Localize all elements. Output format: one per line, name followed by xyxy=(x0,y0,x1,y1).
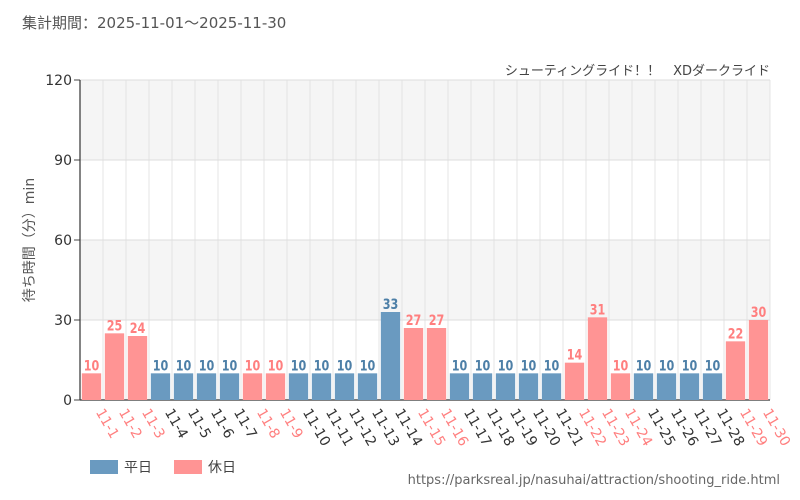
bar-11-16 xyxy=(426,328,447,400)
period-label: 集計期間：2025-11-01～2025-11-30 xyxy=(22,14,287,32)
bar-11-22 xyxy=(564,362,585,400)
x-tick-label-11-7: 11-7 xyxy=(230,406,260,442)
bar-11-17 xyxy=(449,373,470,400)
bar-11-10 xyxy=(288,373,309,400)
value-label-11-11: 10 xyxy=(314,357,330,374)
y-tick-label: 60 xyxy=(54,233,72,249)
y-tick-label: 120 xyxy=(45,73,72,89)
y-tick-label: 30 xyxy=(54,313,72,329)
value-label-11-27: 10 xyxy=(682,357,698,374)
value-label-11-14: 33 xyxy=(383,296,399,313)
value-label-11-23: 31 xyxy=(590,301,606,318)
value-label-11-21: 10 xyxy=(544,357,560,374)
x-tick-label-11-5: 11-5 xyxy=(184,406,214,442)
value-label-11-15: 27 xyxy=(406,312,422,329)
bar-11-25 xyxy=(633,373,654,400)
bar-11-11 xyxy=(311,373,332,400)
bar-11-15 xyxy=(403,328,424,400)
legend: 平日 休日 xyxy=(90,457,258,477)
bar-11-13 xyxy=(357,373,378,400)
bar-11-20 xyxy=(518,373,539,400)
x-tick-label-11-8: 11-8 xyxy=(253,406,283,442)
bar-11-12 xyxy=(334,373,355,400)
bar-11-5 xyxy=(173,373,194,400)
value-label-11-28: 10 xyxy=(705,357,721,374)
bar-11-9 xyxy=(265,373,286,400)
bar-11-19 xyxy=(495,373,516,400)
legend-label-weekday: 平日 xyxy=(124,460,152,476)
bar-11-3 xyxy=(127,336,148,400)
value-label-11-30: 30 xyxy=(751,304,767,321)
legend-label-holiday: 休日 xyxy=(208,460,236,476)
value-label-11-16: 27 xyxy=(429,312,445,329)
bar-11-29 xyxy=(725,341,746,400)
bar-11-23 xyxy=(587,317,608,400)
bar-11-1 xyxy=(81,373,102,400)
value-label-11-10: 10 xyxy=(291,357,307,374)
y-tick-label: 0 xyxy=(63,393,72,409)
x-tick-label-11-4: 11-4 xyxy=(161,406,191,442)
value-label-11-20: 10 xyxy=(521,357,537,374)
value-label-11-2: 25 xyxy=(107,317,123,334)
value-label-11-7: 10 xyxy=(222,357,238,374)
value-label-11-6: 10 xyxy=(199,357,215,374)
value-label-11-18: 10 xyxy=(475,357,491,374)
bar-11-7 xyxy=(219,373,240,400)
bar-11-27 xyxy=(679,373,700,400)
legend-item-holiday: 休日 xyxy=(174,457,236,477)
x-tick-label-11-1: 11-1 xyxy=(92,406,122,442)
value-label-11-25: 10 xyxy=(636,357,652,374)
x-tick-label-11-6: 11-6 xyxy=(207,406,237,442)
x-tick-label-11-3: 11-3 xyxy=(138,406,168,442)
bar-11-26 xyxy=(656,373,677,400)
value-label-11-12: 10 xyxy=(337,357,353,374)
bar-11-24 xyxy=(610,373,631,400)
x-tick-label-11-2: 11-2 xyxy=(115,406,145,442)
value-label-11-24: 10 xyxy=(613,357,629,374)
value-label-11-9: 10 xyxy=(268,357,284,374)
value-label-11-3: 24 xyxy=(130,320,146,337)
y-tick-label: 90 xyxy=(54,153,72,169)
bar-11-8 xyxy=(242,373,263,400)
value-label-11-13: 10 xyxy=(360,357,376,374)
attraction-subtitle: シューティングライド！！ XDダークライド xyxy=(504,64,770,79)
legend-swatch-holiday xyxy=(174,460,202,474)
bar-11-28 xyxy=(702,373,723,400)
value-label-11-4: 10 xyxy=(153,357,169,374)
bar-11-18 xyxy=(472,373,493,400)
value-label-11-22: 14 xyxy=(567,346,583,363)
bar-11-30 xyxy=(748,320,769,400)
y-axis-label: 待ち時間（分）min xyxy=(22,178,38,302)
value-label-11-29: 22 xyxy=(728,325,744,342)
value-label-11-19: 10 xyxy=(498,357,514,374)
value-label-11-1: 10 xyxy=(84,357,100,374)
bar-11-4 xyxy=(150,373,171,400)
value-label-11-26: 10 xyxy=(659,357,675,374)
bar-11-2 xyxy=(104,333,125,400)
source-url: https://parksreal.jp/nasuhai/attraction/… xyxy=(407,473,780,488)
value-label-11-5: 10 xyxy=(176,357,192,374)
value-label-11-8: 10 xyxy=(245,357,261,374)
bar-11-6 xyxy=(196,373,217,400)
bar-11-14 xyxy=(380,312,401,400)
legend-item-weekday: 平日 xyxy=(90,457,152,477)
value-label-11-17: 10 xyxy=(452,357,468,374)
x-tick-label-11-9: 11-9 xyxy=(276,406,306,442)
bar-11-21 xyxy=(541,373,562,400)
legend-swatch-weekday xyxy=(90,460,118,474)
